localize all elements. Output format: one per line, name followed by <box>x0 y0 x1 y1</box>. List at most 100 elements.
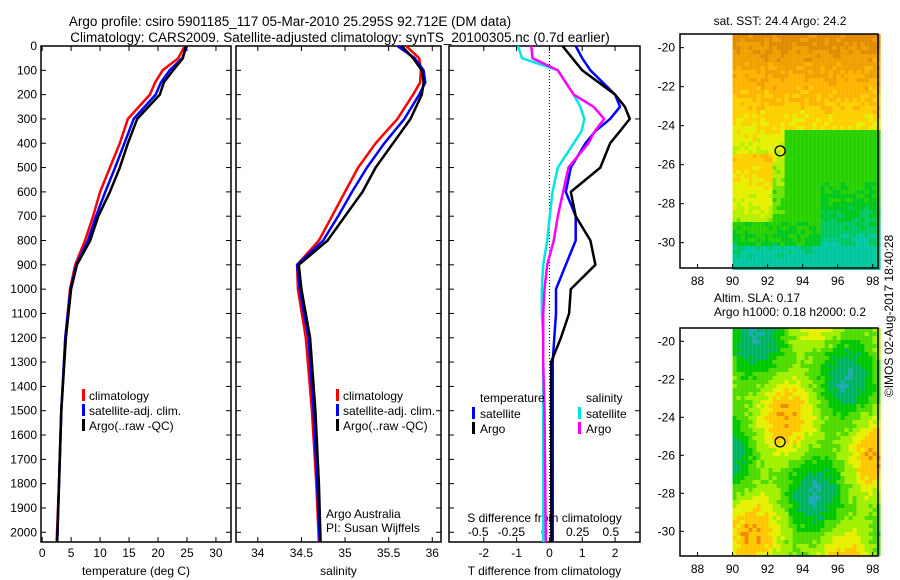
sst-cell <box>752 198 757 202</box>
sla-cell <box>796 352 801 356</box>
sla-cell <box>752 508 757 512</box>
sst-cell <box>832 122 837 126</box>
sla-cell <box>772 428 777 432</box>
sst-cell <box>748 178 753 182</box>
sla-cell <box>808 388 813 392</box>
sst-cell <box>732 238 737 242</box>
sst-cell <box>784 218 789 222</box>
sla-cell <box>820 528 825 532</box>
sla-cell <box>828 404 833 408</box>
sla-cell <box>856 328 861 332</box>
sla-cell <box>828 384 833 388</box>
sla-cell <box>772 452 777 456</box>
sst-cell <box>744 186 749 190</box>
sst-cell <box>768 250 773 254</box>
sla-cell <box>740 420 745 424</box>
sst-cell <box>748 226 753 230</box>
sst-cell <box>852 90 857 94</box>
sla-cell <box>816 460 821 464</box>
sst-cell <box>848 118 853 122</box>
sla-cell <box>748 440 753 444</box>
sst-cell <box>796 46 801 50</box>
sst-cell <box>856 138 861 142</box>
sla-cell <box>856 516 861 520</box>
sst-cell <box>748 150 753 154</box>
y-tick-label: 600 <box>17 185 37 199</box>
sla-cell <box>868 392 873 396</box>
sst-cell <box>744 38 749 42</box>
sst-cell <box>796 154 801 158</box>
sla-cell <box>732 456 737 460</box>
sst-cell <box>856 134 861 138</box>
sla-cell <box>780 364 785 368</box>
sla-cell <box>816 528 821 532</box>
sst-cell <box>748 234 753 238</box>
sst-cell <box>732 206 737 210</box>
sla-cell <box>800 500 805 504</box>
sla-cell <box>816 328 821 332</box>
sla-cell <box>800 392 805 396</box>
sst-cell <box>772 190 777 194</box>
sst-cell <box>804 130 809 134</box>
sst-cell <box>836 190 841 194</box>
sla-cell <box>836 552 841 556</box>
sst-cell <box>848 246 853 250</box>
sla-cell <box>800 488 805 492</box>
title-line1: Argo profile: csiro 5901185_117 05-Mar-2… <box>69 14 511 29</box>
sla-cell <box>748 340 753 344</box>
sst-cell <box>808 130 813 134</box>
sst-cell <box>812 250 817 254</box>
sla-cell <box>764 540 769 544</box>
sst-cell <box>740 94 745 98</box>
sst-cell <box>792 126 797 130</box>
sla-cell <box>848 420 853 424</box>
sst-cell <box>852 258 857 262</box>
sla-cell <box>784 376 789 380</box>
sla-cell <box>844 496 849 500</box>
sla-cell <box>872 468 877 472</box>
sst-cell <box>872 66 877 70</box>
sst-cell <box>832 258 837 262</box>
sst-cell <box>872 146 877 150</box>
sla-cell <box>772 416 777 420</box>
sst-cell <box>756 70 761 74</box>
sst-cell <box>748 146 753 150</box>
sst-cell <box>732 150 737 154</box>
sst-cell <box>768 154 773 158</box>
sst-cell <box>808 34 813 38</box>
sla-cell <box>868 444 873 448</box>
sla-cell <box>864 464 869 468</box>
sst-cell <box>828 154 833 158</box>
sla-cell <box>868 436 873 440</box>
sst-cell <box>732 210 737 214</box>
sst-cell <box>844 162 849 166</box>
sst-cell <box>860 258 865 262</box>
sst-cell <box>828 106 833 110</box>
sla-cell <box>756 436 761 440</box>
sst-cell <box>796 254 801 258</box>
sla-cell <box>776 368 781 372</box>
sla-cell <box>788 392 793 396</box>
legend-label: climatology <box>89 389 149 403</box>
sst-cell <box>832 242 837 246</box>
sla-cell <box>812 452 817 456</box>
sla-cell <box>824 416 829 420</box>
sla-cell <box>784 356 789 360</box>
sla-cell <box>840 340 845 344</box>
sst-cell <box>836 142 841 146</box>
sst-cell <box>748 254 753 258</box>
sst-cell <box>852 66 857 70</box>
sst-cell <box>752 130 757 134</box>
sst-cell <box>820 154 825 158</box>
sla-cell <box>788 376 793 380</box>
sla-cell <box>744 400 749 404</box>
sst-cell <box>772 90 777 94</box>
sla-cell <box>812 384 817 388</box>
sla-cell <box>768 356 773 360</box>
sla-cell <box>844 344 849 348</box>
sla-cell <box>812 552 817 556</box>
sla-cell <box>748 540 753 544</box>
sst-cell <box>748 242 753 246</box>
sla-cell <box>824 336 829 340</box>
sla-cell <box>812 460 817 464</box>
